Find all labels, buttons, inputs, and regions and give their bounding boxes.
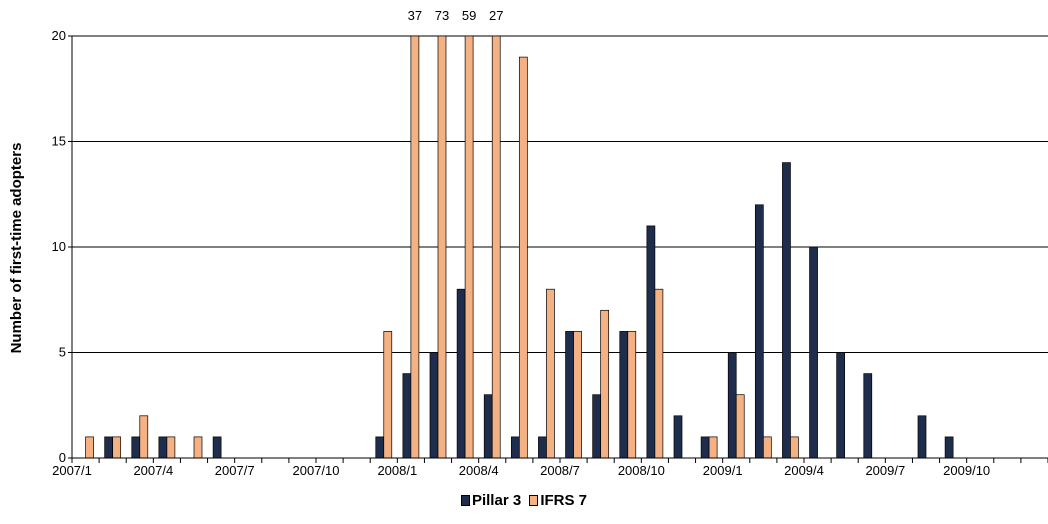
bar-ifrs7	[518, 56, 528, 459]
bar-ifrs7	[139, 415, 149, 459]
bar-pillar3	[727, 352, 737, 459]
legend: Pillar 3 IFRS 7	[0, 492, 1048, 510]
bar-pillar3	[836, 352, 846, 459]
x-tick-label: 2008/1	[377, 463, 417, 478]
bar-chart: 0 5 10 15 20 2007/1 2007/4 2007/7 2007/10 2008/1…	[8, 8, 1048, 478]
bar-ifrs7	[464, 35, 474, 459]
bar-pillar3	[673, 415, 683, 459]
x-tick-label: 2007/10	[293, 463, 340, 478]
bar-pillar3	[700, 436, 710, 459]
x-tick-label: 2008/4	[459, 463, 499, 478]
bar-pillar3	[809, 246, 818, 459]
y-tick-label: 20	[52, 28, 66, 43]
overflow-value-label: 73	[435, 8, 449, 23]
bar-pillar3	[863, 373, 873, 459]
bar-pillar3	[619, 331, 629, 459]
bar-ifrs7	[410, 35, 420, 459]
x-tick-label: 2008/10	[618, 463, 665, 478]
bar-ifrs7	[735, 394, 745, 459]
bar-pillar3	[754, 204, 764, 459]
bar-ifrs7	[85, 436, 94, 459]
bars	[85, 35, 954, 459]
x-tick-label: 2009/1	[703, 463, 743, 478]
bar-ifrs7	[491, 35, 501, 459]
bar-ifrs7	[193, 436, 203, 459]
x-tick-label: 2008/7	[540, 463, 580, 478]
bar-pillar3	[212, 436, 222, 459]
legend-swatch-ifrs7	[529, 495, 539, 506]
bar-pillar3	[131, 436, 141, 459]
bar-pillar3	[917, 415, 927, 459]
gridlines	[72, 35, 1048, 353]
bar-ifrs7	[708, 436, 718, 459]
bar-pillar3	[375, 436, 385, 459]
bar-ifrs7	[573, 331, 582, 459]
y-axis-tick-labels: 0 5 10 15 20	[52, 28, 66, 465]
legend-item-ifrs7: IFRS 7	[529, 492, 587, 509]
bar-ifrs7	[166, 436, 176, 459]
bar-ifrs7	[762, 436, 772, 459]
x-tick-label: 2009/10	[943, 463, 990, 478]
overflow-value-label: 27	[489, 8, 503, 23]
bar-pillar3	[483, 394, 493, 459]
bar-pillar3	[592, 394, 602, 459]
bar-pillar3	[944, 436, 954, 459]
x-tick-label: 2007/1	[52, 463, 92, 478]
overflow-value-label: 59	[462, 8, 476, 23]
y-tick-label: 10	[52, 239, 66, 254]
legend-item-pillar3: Pillar 3	[460, 492, 522, 509]
y-tick-label: 0	[59, 450, 66, 465]
bar-ifrs7	[654, 288, 664, 459]
legend-label-pillar3: Pillar 3	[471, 492, 522, 509]
overflow-value-labels: 37 73 59 27	[408, 8, 504, 23]
bar-pillar3	[646, 225, 656, 459]
bar-ifrs7	[383, 331, 393, 459]
bar-ifrs7	[546, 288, 555, 459]
bar-pillar3	[402, 373, 412, 459]
x-axis-tick-labels: 2007/1 2007/4 2007/7 2007/10 2008/1 2008/4 200…	[52, 463, 990, 478]
bar-ifrs7	[112, 436, 122, 459]
bar-ifrs7	[790, 436, 799, 459]
y-tick-label: 5	[59, 345, 66, 360]
y-tick-label: 15	[52, 134, 66, 149]
bar-pillar3	[456, 288, 466, 459]
bar-ifrs7	[600, 309, 610, 459]
bar-pillar3	[565, 331, 574, 459]
bar-pillar3	[782, 162, 791, 459]
bar-pillar3	[158, 436, 168, 459]
bar-pillar3	[104, 436, 114, 459]
bar-pillar3	[538, 436, 547, 459]
bar-pillar3	[510, 436, 520, 459]
x-tick-label: 2009/7	[865, 463, 905, 478]
axes	[68, 35, 1048, 463]
legend-label-ifrs7: IFRS 7	[540, 492, 588, 509]
x-tick-label: 2009/4	[784, 463, 824, 478]
bar-ifrs7	[437, 35, 447, 459]
overflow-value-label: 37	[408, 8, 422, 23]
bar-ifrs7	[627, 331, 637, 459]
bar-pillar3	[429, 352, 439, 459]
x-tick-label: 2007/4	[133, 463, 173, 478]
x-tick-label: 2007/7	[215, 463, 255, 478]
legend-swatch-pillar3	[460, 495, 470, 506]
y-axis-title: Number of first-time adopters	[8, 143, 25, 354]
